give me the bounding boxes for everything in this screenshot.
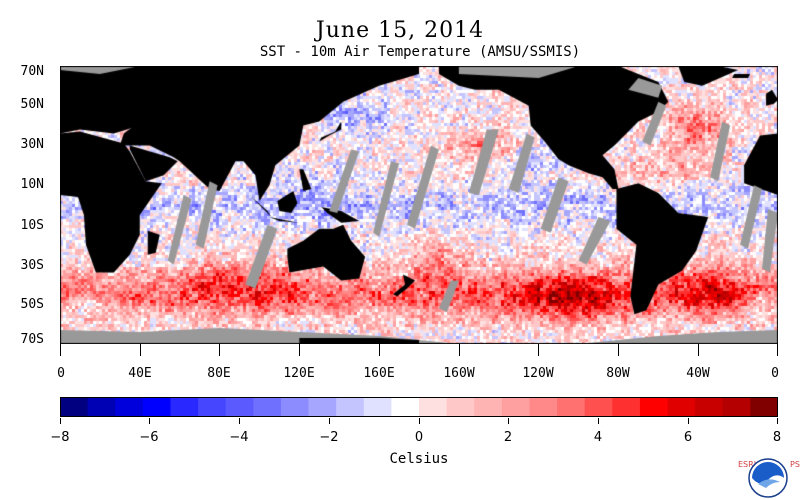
colorbar-unit-label: Celsius — [389, 451, 449, 467]
lat-label: 30S — [20, 258, 44, 273]
lon-label: 80E — [207, 366, 231, 381]
colorbar — [60, 397, 778, 417]
colorbar-tick — [688, 418, 689, 424]
lon-tick — [60, 344, 61, 356]
colorbar-label: −2 — [319, 430, 339, 445]
sst-anomaly-map — [60, 66, 778, 344]
lon-label: 160E — [363, 366, 395, 381]
colorbar-swatch — [557, 397, 586, 417]
colorbar-tick — [508, 418, 509, 424]
colorbar-swatch — [280, 397, 310, 417]
lon-label: 120W — [522, 366, 554, 381]
colorbar-tick — [777, 418, 778, 424]
colorbar-label: 2 — [503, 430, 513, 445]
lat-label: 70S — [20, 332, 44, 347]
colorbar-label: 8 — [772, 430, 782, 445]
lat-label: 50N — [20, 97, 44, 112]
lon-label: 0 — [57, 366, 65, 381]
lat-label: 50S — [20, 297, 44, 312]
colorbar-label: 0 — [414, 430, 424, 445]
colorbar-swatch — [253, 397, 282, 417]
colorbar-swatch — [391, 397, 420, 417]
colorbar-tick — [239, 418, 240, 424]
lat-label: 10N — [20, 177, 44, 192]
sst-map-canvas — [60, 66, 778, 344]
lon-tick — [777, 344, 778, 356]
map-title: June 15, 2014 — [315, 18, 485, 43]
lat-label: 10S — [20, 218, 44, 233]
colorbar-swatch — [198, 397, 227, 417]
colorbar-label: 4 — [593, 430, 603, 445]
colorbar-swatch — [667, 397, 696, 417]
lon-label: 120E — [283, 366, 315, 381]
lon-tick — [698, 344, 699, 356]
noaa-logo-icon — [748, 458, 788, 498]
colorbar-swatch — [612, 397, 641, 417]
colorbar-swatch — [501, 397, 531, 417]
colorbar-swatch — [722, 397, 751, 417]
colorbar-tick — [329, 418, 330, 424]
colorbar-border — [60, 397, 778, 417]
lat-label: 30N — [20, 137, 44, 152]
colorbar-swatch — [639, 397, 669, 417]
colorbar-label: −6 — [139, 430, 159, 445]
colorbar-tick — [419, 418, 420, 424]
lon-tick — [459, 344, 460, 356]
colorbar-tick — [60, 418, 61, 424]
colorbar-swatch — [142, 397, 172, 417]
colorbar-tick — [598, 418, 599, 424]
lat-label: 70N — [20, 64, 44, 79]
colorbar-swatch — [419, 397, 448, 417]
lon-tick — [299, 344, 300, 356]
colorbar-swatch — [87, 397, 116, 417]
lon-tick — [379, 344, 380, 356]
lon-label: 40E — [128, 366, 152, 381]
colorbar-label: 6 — [683, 430, 693, 445]
colorbar-swatch — [474, 397, 503, 417]
colorbar-swatch — [308, 397, 337, 417]
lon-tick — [219, 344, 220, 356]
colorbar-swatch — [695, 397, 724, 417]
lon-tick — [140, 344, 141, 356]
colorbar-swatch — [750, 397, 778, 417]
colorbar-swatch — [170, 397, 199, 417]
lon-label: 40W — [686, 366, 710, 381]
lon-tick — [538, 344, 539, 356]
map-subtitle: SST - 10m Air Temperature (AMSU/SSMIS) — [259, 44, 581, 60]
colorbar-swatch — [225, 397, 254, 417]
lon-label: 80W — [606, 366, 630, 381]
lon-label: 0 — [771, 366, 779, 381]
esrl-text: ESRL — [738, 460, 759, 469]
colorbar-swatch — [446, 397, 475, 417]
colorbar-tick — [149, 418, 150, 424]
lon-tick — [618, 344, 619, 356]
lon-label: 160W — [443, 366, 475, 381]
colorbar-label: −4 — [229, 430, 249, 445]
colorbar-swatch — [363, 397, 392, 417]
colorbar-swatch — [60, 397, 89, 417]
colorbar-swatch — [584, 397, 613, 417]
psd-text: PSD — [790, 460, 800, 469]
colorbar-swatch — [529, 397, 558, 417]
colorbar-swatch — [336, 397, 365, 417]
colorbar-label: −8 — [50, 430, 70, 445]
colorbar-swatch — [115, 397, 144, 417]
